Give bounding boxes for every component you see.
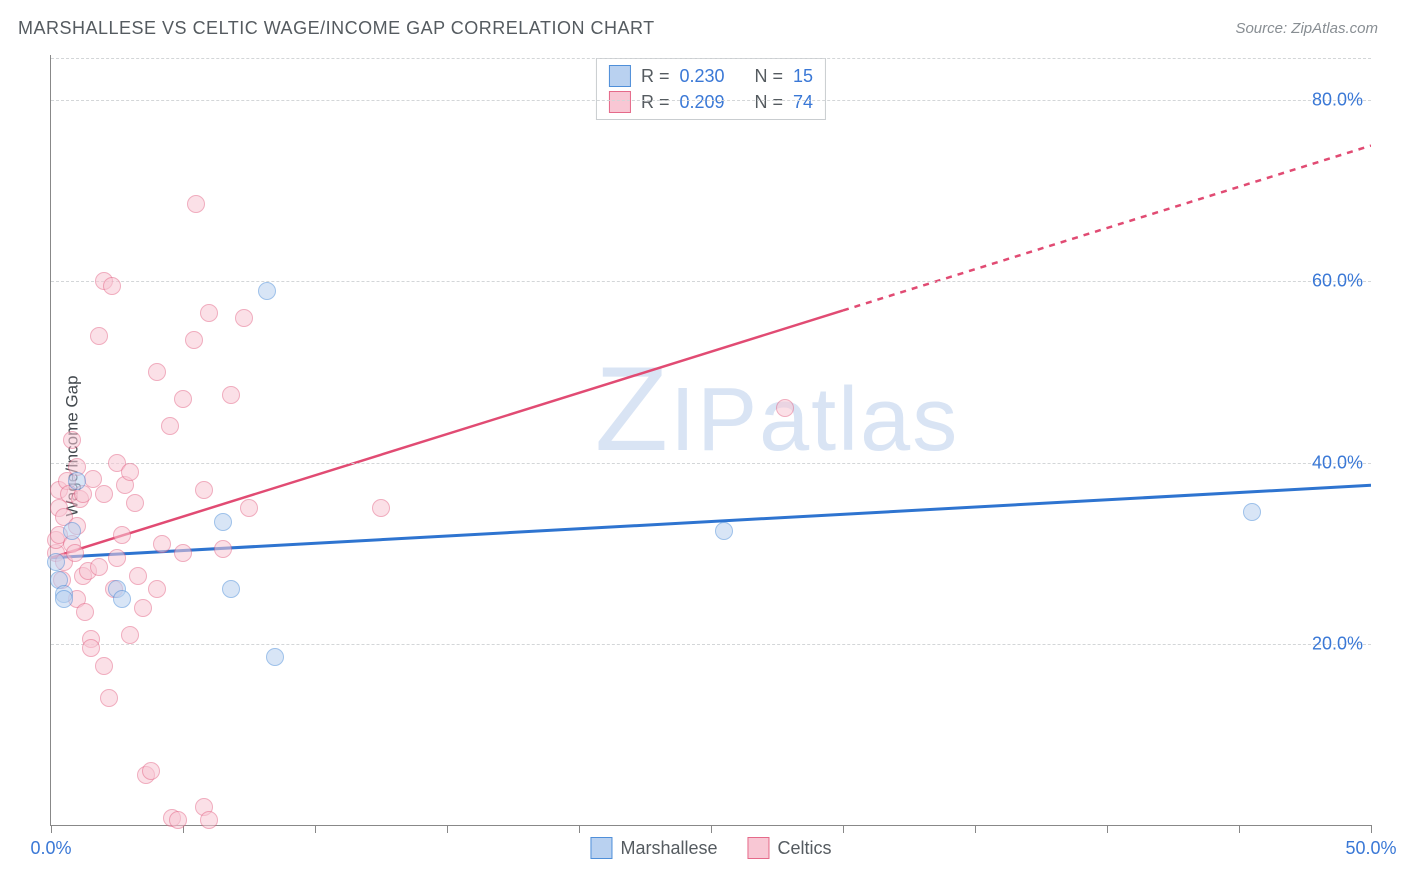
scatter-point bbox=[174, 390, 192, 408]
y-tick-label: 20.0% bbox=[1312, 633, 1363, 654]
x-tick bbox=[447, 825, 448, 833]
gridline bbox=[51, 58, 1371, 59]
trend-lines-layer bbox=[51, 55, 1371, 825]
correlation-legend: R = 0.230 N = 15 R = 0.209 N = 74 bbox=[596, 58, 826, 120]
scatter-point bbox=[95, 485, 113, 503]
legend-swatch bbox=[748, 837, 770, 859]
scatter-point bbox=[266, 648, 284, 666]
legend-r-value: 0.230 bbox=[679, 66, 724, 87]
scatter-point bbox=[200, 304, 218, 322]
scatter-point bbox=[195, 481, 213, 499]
legend-swatch bbox=[609, 65, 631, 87]
scatter-point bbox=[66, 544, 84, 562]
scatter-point bbox=[113, 590, 131, 608]
scatter-point bbox=[63, 522, 81, 540]
legend-row: R = 0.230 N = 15 bbox=[605, 63, 817, 89]
scatter-point bbox=[82, 639, 100, 657]
scatter-point bbox=[76, 603, 94, 621]
legend-r-label: R = bbox=[641, 66, 670, 87]
scatter-point bbox=[148, 363, 166, 381]
x-tick bbox=[1239, 825, 1240, 833]
legend-r-label: R = bbox=[641, 92, 670, 113]
chart-title: MARSHALLESE VS CELTIC WAGE/INCOME GAP CO… bbox=[18, 18, 655, 39]
y-tick-label: 80.0% bbox=[1312, 90, 1363, 111]
legend-swatch bbox=[590, 837, 612, 859]
x-tick bbox=[51, 825, 52, 833]
scatter-point bbox=[47, 553, 65, 571]
x-tick bbox=[975, 825, 976, 833]
scatter-point bbox=[169, 811, 187, 829]
source-text: Source: ZipAtlas.com bbox=[1235, 20, 1378, 37]
x-tick-label: 50.0% bbox=[1345, 838, 1396, 859]
y-tick-label: 60.0% bbox=[1312, 271, 1363, 292]
scatter-point bbox=[1243, 503, 1261, 521]
legend-item: Celtics bbox=[748, 837, 832, 859]
scatter-point bbox=[108, 549, 126, 567]
scatter-point bbox=[121, 463, 139, 481]
scatter-point bbox=[100, 689, 118, 707]
legend-r-value: 0.209 bbox=[679, 92, 724, 113]
x-tick bbox=[1371, 825, 1372, 833]
scatter-point bbox=[134, 599, 152, 617]
legend-label: Celtics bbox=[778, 838, 832, 859]
scatter-point bbox=[90, 558, 108, 576]
scatter-point bbox=[235, 309, 253, 327]
scatter-point bbox=[222, 386, 240, 404]
scatter-point bbox=[63, 431, 81, 449]
y-tick-label: 40.0% bbox=[1312, 452, 1363, 473]
scatter-point bbox=[148, 580, 166, 598]
scatter-point bbox=[90, 327, 108, 345]
x-tick bbox=[1107, 825, 1108, 833]
scatter-point bbox=[187, 195, 205, 213]
legend-n-value: 15 bbox=[793, 66, 813, 87]
legend-n-label: N = bbox=[755, 92, 784, 113]
legend-n-value: 74 bbox=[793, 92, 813, 113]
legend-n-label: N = bbox=[755, 66, 784, 87]
legend-item: Marshallese bbox=[590, 837, 717, 859]
x-tick bbox=[315, 825, 316, 833]
scatter-point bbox=[776, 399, 794, 417]
scatter-point bbox=[121, 626, 139, 644]
scatter-point bbox=[113, 526, 131, 544]
legend-label: Marshallese bbox=[620, 838, 717, 859]
series-legend: Marshallese Celtics bbox=[590, 837, 831, 859]
scatter-point bbox=[153, 535, 171, 553]
scatter-point bbox=[214, 513, 232, 531]
scatter-point bbox=[240, 499, 258, 517]
x-tick bbox=[711, 825, 712, 833]
scatter-point bbox=[68, 472, 86, 490]
legend-row: R = 0.209 N = 74 bbox=[605, 89, 817, 115]
scatter-point bbox=[222, 580, 240, 598]
scatter-point bbox=[174, 544, 192, 562]
gridline bbox=[51, 463, 1371, 464]
scatter-point bbox=[95, 657, 113, 675]
gridline bbox=[51, 644, 1371, 645]
scatter-point bbox=[142, 762, 160, 780]
scatter-point bbox=[185, 331, 203, 349]
scatter-point bbox=[715, 522, 733, 540]
scatter-point bbox=[214, 540, 232, 558]
scatter-point bbox=[372, 499, 390, 517]
gridline bbox=[51, 281, 1371, 282]
gridline bbox=[51, 100, 1371, 101]
scatter-point bbox=[200, 811, 218, 829]
x-tick bbox=[579, 825, 580, 833]
scatter-point bbox=[55, 590, 73, 608]
scatter-point bbox=[129, 567, 147, 585]
legend-swatch bbox=[609, 91, 631, 113]
scatter-point bbox=[126, 494, 144, 512]
scatter-point bbox=[103, 277, 121, 295]
plot-area: ZIPatlas R =0.230N =15R =0.209N =74 Mars… bbox=[50, 55, 1371, 826]
scatter-point bbox=[161, 417, 179, 435]
x-tick-label: 0.0% bbox=[30, 838, 71, 859]
x-tick bbox=[843, 825, 844, 833]
scatter-point bbox=[258, 282, 276, 300]
